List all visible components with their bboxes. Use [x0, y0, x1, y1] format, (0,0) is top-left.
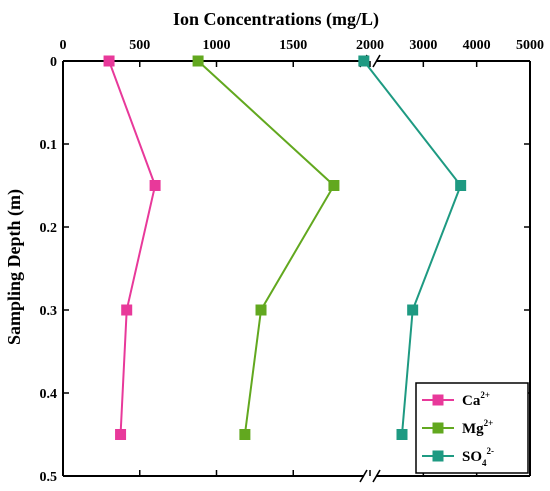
x-tick-label: 500: [129, 38, 150, 53]
top-axis-break-mark: [372, 54, 381, 68]
y-tick-label: 0.2: [40, 221, 58, 236]
series-line-ca: [108, 60, 157, 435]
data-point-ca: [121, 304, 133, 316]
x-tick-label: 4000: [463, 38, 491, 53]
data-point-so: [407, 304, 419, 316]
legend-label-so: SO42-: [462, 446, 494, 468]
data-point-ca: [149, 180, 161, 191]
y-tick-label: 0: [50, 55, 57, 70]
x-tick-label: 3000: [409, 38, 437, 53]
x-tick-label: 1000: [203, 38, 231, 53]
data-point-so: [358, 55, 370, 67]
y-axis-title: Sampling Depth (m): [4, 189, 25, 345]
series-line-mg: [197, 60, 336, 435]
x-tick-label: 0: [60, 38, 67, 53]
legend-marker-ca: [432, 394, 444, 406]
y-tick-label: 0.4: [40, 387, 58, 402]
legend-marker-mg: [432, 422, 444, 434]
legend-label-mg: Mg2+: [462, 418, 493, 437]
bottom-axis-break-mark: [359, 469, 368, 483]
data-point-mg: [255, 304, 267, 316]
x-tick-label: 1500: [279, 38, 307, 53]
data-point-so: [396, 429, 408, 440]
x-tick-label: 2000: [356, 38, 384, 53]
bottom-axis-break-mark: [372, 469, 381, 483]
data-point-mg: [192, 55, 204, 67]
x-axis-title: Ion Concentrations (mg/L): [173, 9, 379, 30]
data-point-so: [455, 180, 467, 191]
data-point-ca: [115, 429, 127, 440]
data-point-mg: [328, 180, 340, 191]
data-point-mg: [239, 429, 251, 440]
series-line-so: [363, 60, 462, 435]
legend-label-ca: Ca2+: [462, 390, 490, 409]
x-tick-label: 5000: [516, 38, 544, 53]
legend-marker-so: [432, 450, 444, 462]
y-tick-label: 0.1: [40, 138, 58, 153]
y-tick-label: 0.3: [40, 304, 58, 319]
plot-area: 0 500 1000 1500 2000 3000 4000 5000 0 0.1 0.2 0.3 0.…: [40, 38, 545, 485]
y-tick-label: 0.5: [40, 470, 58, 485]
data-point-ca: [103, 55, 115, 67]
